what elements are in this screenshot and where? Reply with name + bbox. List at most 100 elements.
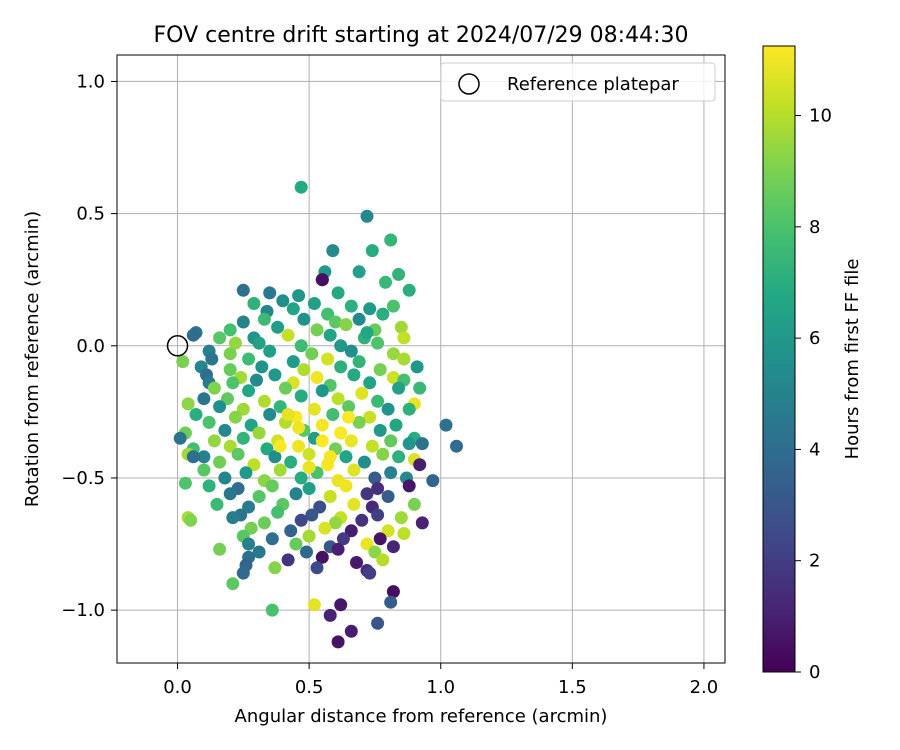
- data-point: [323, 490, 337, 503]
- data-point: [252, 545, 266, 559]
- data-point: [318, 521, 332, 535]
- data-point: [257, 516, 271, 530]
- chart-title: FOV centre drift starting at 2024/07/29 …: [154, 23, 689, 48]
- data-point: [402, 479, 416, 493]
- data-point: [213, 455, 227, 469]
- data-point: [365, 439, 379, 453]
- data-point: [265, 603, 279, 617]
- data-point: [342, 400, 356, 414]
- data-point: [197, 392, 211, 406]
- data-point: [363, 302, 377, 316]
- data-point: [307, 402, 321, 416]
- data-point: [247, 458, 261, 472]
- data-point: [315, 273, 329, 287]
- data-point: [268, 561, 282, 575]
- data-point: [386, 540, 400, 554]
- data-point: [263, 408, 277, 421]
- data-point: [252, 336, 266, 350]
- data-point: [392, 450, 406, 464]
- data-point: [329, 516, 342, 530]
- data-point: [197, 463, 211, 477]
- x-tick-label: 1.0: [426, 677, 455, 698]
- data-point: [176, 355, 190, 369]
- colorbar-tick-label: 4: [809, 439, 820, 460]
- data-point: [321, 352, 335, 366]
- data-point: [231, 447, 245, 461]
- data-point: [276, 294, 290, 308]
- data-point: [363, 376, 377, 390]
- data-point: [347, 497, 361, 511]
- data-point: [397, 331, 411, 345]
- data-point: [360, 537, 374, 551]
- data-point: [384, 466, 398, 480]
- data-point: [236, 566, 250, 580]
- data-point: [228, 336, 242, 350]
- data-point: [334, 426, 348, 440]
- data-point: [381, 402, 395, 416]
- data-point: [207, 434, 221, 448]
- data-point: [294, 389, 308, 403]
- data-point: [381, 490, 395, 503]
- data-point: [310, 371, 324, 384]
- data-point: [242, 500, 256, 514]
- data-point: [392, 381, 406, 395]
- legend-label-reference: Reference platepar: [507, 74, 679, 95]
- data-point: [186, 450, 200, 464]
- data-point: [386, 299, 400, 313]
- data-point: [371, 508, 385, 522]
- data-point: [363, 566, 377, 580]
- data-point: [236, 315, 250, 329]
- data-point: [392, 267, 406, 281]
- colorbar-tick-label: 8: [809, 217, 820, 238]
- data-point: [331, 286, 345, 300]
- y-tick-label: 0.0: [76, 336, 105, 357]
- plot-frame: [116, 54, 726, 664]
- data-point: [339, 450, 353, 464]
- data-point: [226, 577, 240, 591]
- data-point: [376, 307, 390, 321]
- data-point: [386, 371, 400, 384]
- data-point: [321, 307, 335, 321]
- legend: Reference platepar: [440, 62, 716, 102]
- data-point: [184, 513, 198, 527]
- data-point: [242, 537, 256, 551]
- data-point: [178, 476, 192, 490]
- data-point: [402, 437, 416, 451]
- data-point: [268, 450, 282, 464]
- data-point: [305, 347, 319, 361]
- data-point: [334, 339, 348, 353]
- colorbar-gradient: [762, 45, 796, 673]
- data-point: [297, 363, 311, 377]
- data-point: [342, 410, 356, 424]
- data-point: [331, 635, 345, 649]
- data-point: [450, 439, 463, 453]
- data-point: [255, 360, 269, 374]
- data-point: [265, 479, 279, 493]
- colorbar: 0 2 4 6 8 10 Hours from first FF file: [762, 45, 863, 683]
- data-point: [310, 323, 324, 337]
- data-point: [360, 209, 374, 223]
- y-tick-label: 0.5: [76, 204, 105, 225]
- data-point: [323, 450, 337, 464]
- data-point: [302, 460, 316, 474]
- data-point: [263, 286, 277, 300]
- data-point: [373, 532, 387, 546]
- y-tick-label: −0.5: [61, 468, 105, 489]
- data-point: [202, 479, 216, 493]
- data-point: [300, 545, 313, 559]
- data-point: [289, 487, 303, 501]
- data-point: [271, 320, 285, 334]
- data-point: [284, 455, 298, 469]
- data-point: [415, 516, 429, 530]
- colorbar-tick-label: 0: [809, 662, 820, 683]
- data-point: [286, 302, 300, 316]
- data-point: [244, 418, 258, 432]
- data-point: [271, 505, 285, 519]
- data-point: [413, 381, 427, 395]
- data-point: [218, 471, 232, 485]
- data-point: [221, 392, 234, 406]
- data-point: [186, 328, 200, 342]
- x-tick-label: 2.0: [690, 677, 719, 698]
- data-point: [236, 431, 250, 445]
- data-point: [294, 471, 308, 485]
